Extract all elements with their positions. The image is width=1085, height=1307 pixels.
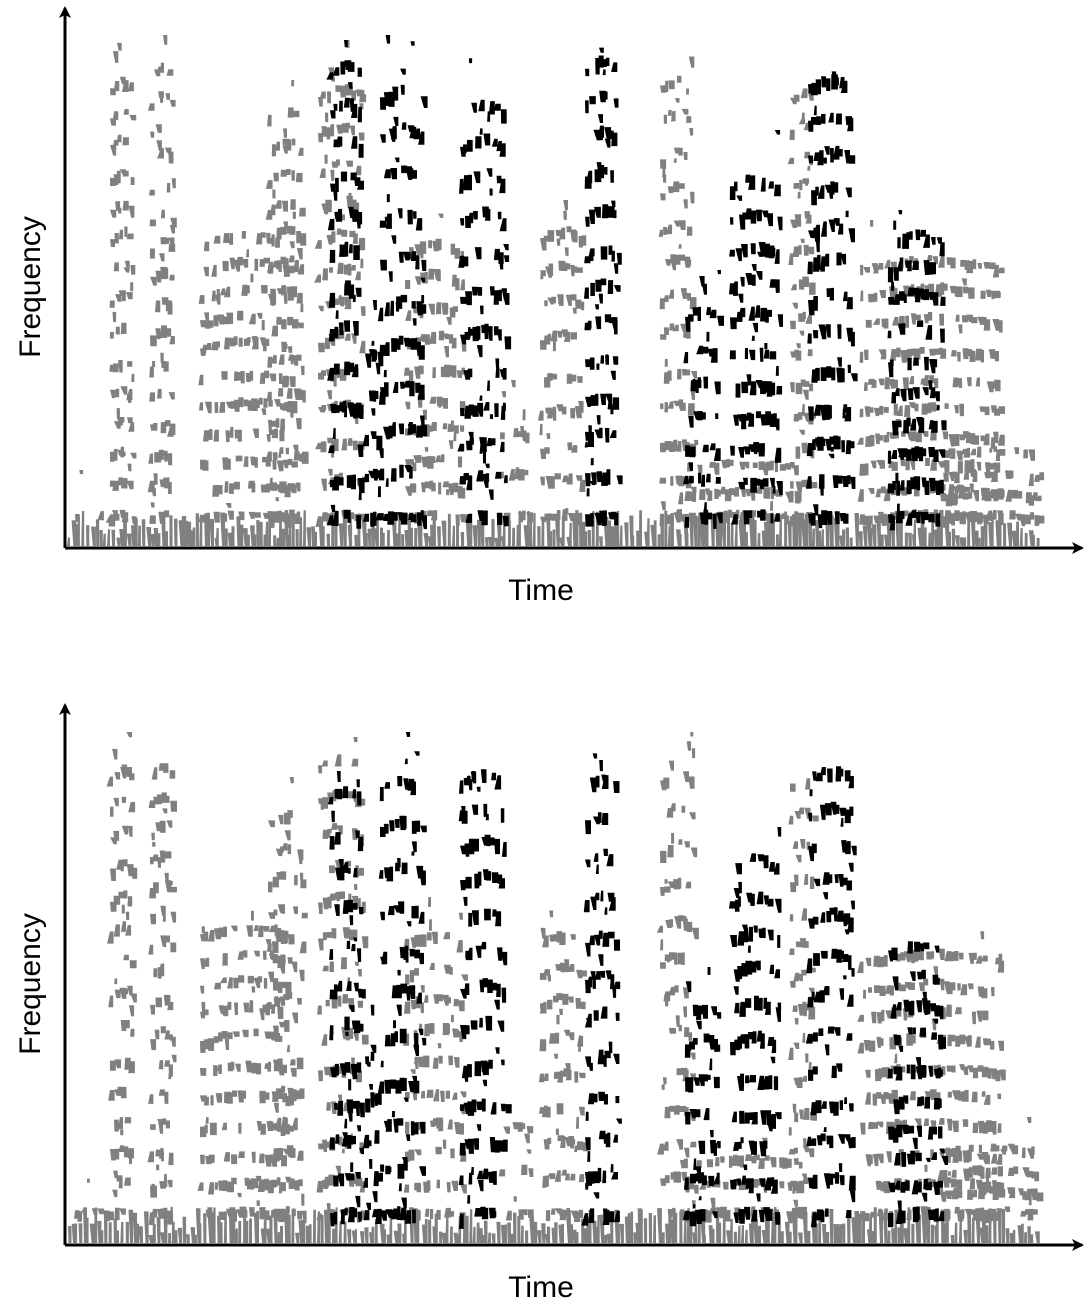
mask-secondary (74, 732, 1044, 1225)
x-axis-label: Time (508, 574, 574, 607)
panel: Time Frequency (14, 703, 1084, 1304)
mask-floor (68, 1207, 1040, 1243)
spectrogram-mask (68, 732, 1044, 1243)
x-axis-label: Time (508, 1271, 574, 1304)
spectrogram-mask (67, 35, 1045, 546)
y-axis-label: Frequency (14, 216, 47, 358)
panel: Time Frequency (14, 6, 1084, 607)
mask-secondary (75, 35, 1045, 528)
mask-dominant (326, 35, 947, 531)
y-axis-label: Frequency (14, 913, 47, 1055)
mask-dominant (327, 732, 949, 1229)
